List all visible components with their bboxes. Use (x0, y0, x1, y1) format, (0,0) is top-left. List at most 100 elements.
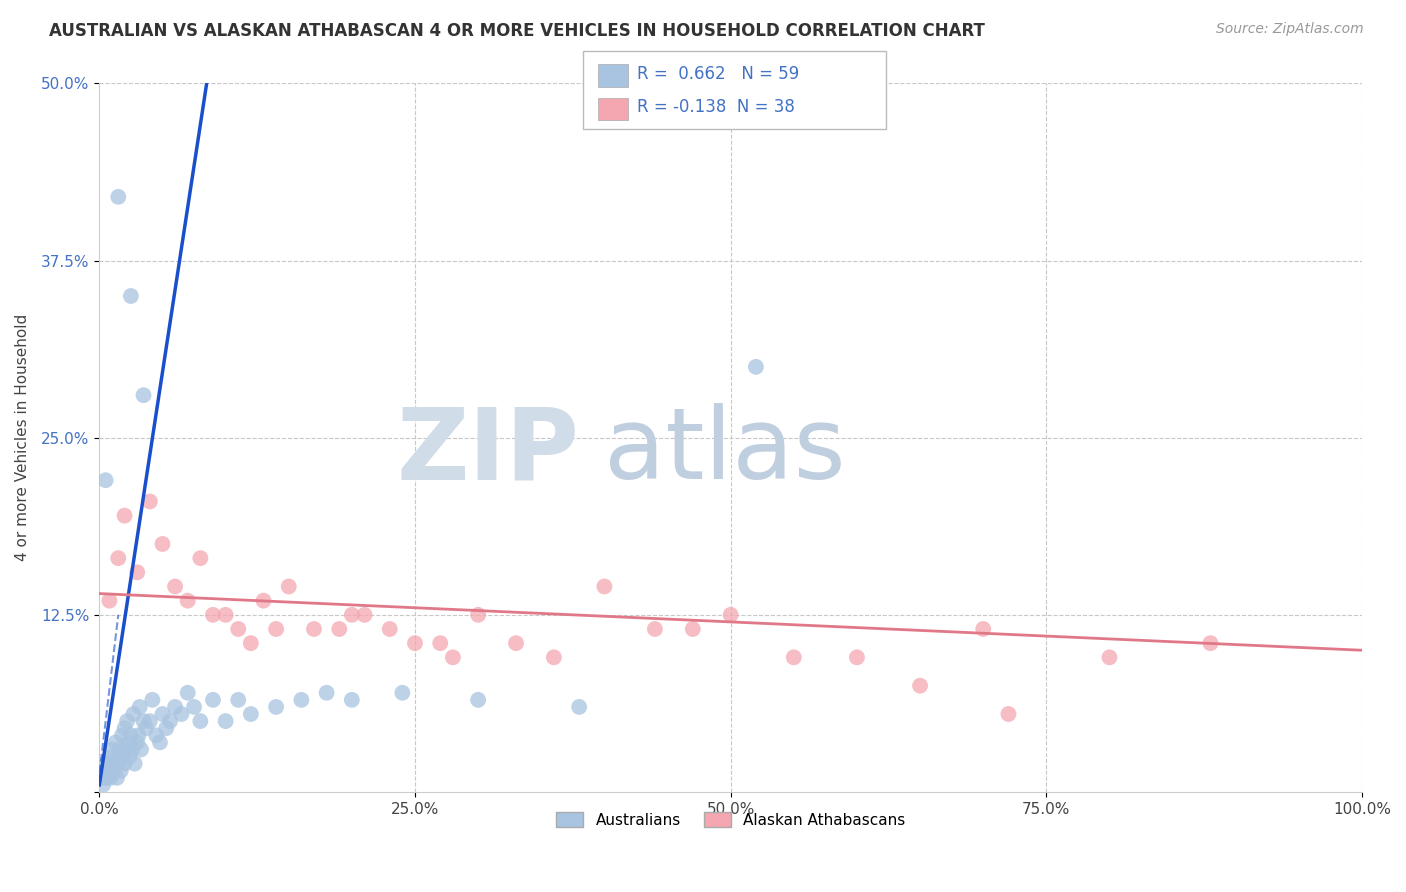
Point (1098, 650, 1121, 665)
Point (127, 735, 149, 749)
Point (165, 700, 187, 714)
Point (107, 756, 129, 771)
Point (593, 579, 616, 593)
Point (1199, 636, 1222, 650)
Point (141, 693, 163, 707)
Point (997, 706, 1019, 721)
Point (177, 593, 200, 607)
Point (112, 749, 135, 764)
Text: AUSTRALIAN VS ALASKAN ATHABASCAN 4 OR MORE VEHICLES IN HOUSEHOLD CORRELATION CHA: AUSTRALIAN VS ALASKAN ATHABASCAN 4 OR MO… (49, 22, 986, 40)
Point (108, 742, 131, 756)
Point (353, 607, 375, 622)
Point (165, 579, 187, 593)
Point (107, 551, 129, 566)
Point (302, 622, 325, 636)
Point (127, 728, 149, 742)
Point (378, 622, 401, 636)
Point (121, 742, 143, 756)
Point (94, 756, 117, 771)
Point (159, 714, 181, 728)
Point (149, 735, 172, 749)
Point (117, 735, 139, 749)
Text: atlas: atlas (605, 403, 846, 500)
Point (315, 686, 337, 700)
Point (201, 607, 224, 622)
Point (467, 607, 489, 622)
Point (188, 551, 211, 566)
Y-axis label: 4 or more Vehicles in Household: 4 or more Vehicles in Household (15, 314, 30, 561)
Text: ZIP: ZIP (396, 403, 579, 500)
Point (226, 693, 249, 707)
Point (277, 579, 299, 593)
Text: R =  0.662   N = 59: R = 0.662 N = 59 (637, 65, 799, 83)
Point (104, 735, 127, 749)
Point (132, 388, 155, 402)
Point (114, 721, 136, 735)
Point (783, 650, 806, 665)
Point (122, 706, 145, 721)
Point (720, 607, 742, 622)
Point (115, 714, 138, 728)
Point (908, 679, 931, 693)
Point (124, 756, 146, 771)
Point (139, 714, 162, 728)
Point (118, 749, 141, 764)
Point (98, 756, 121, 771)
Point (543, 650, 565, 665)
Point (103, 756, 125, 771)
Point (972, 622, 994, 636)
Point (404, 636, 426, 650)
Point (239, 636, 262, 650)
Point (214, 607, 236, 622)
Point (132, 714, 155, 728)
Point (177, 686, 200, 700)
Point (682, 622, 704, 636)
Point (252, 593, 274, 607)
Point (91, 778, 114, 792)
Point (264, 700, 287, 714)
Text: R = -0.138  N = 38: R = -0.138 N = 38 (637, 98, 794, 116)
Point (139, 494, 162, 508)
Point (264, 622, 287, 636)
Legend: Australians, Alaskan Athabascans: Australians, Alaskan Athabascans (550, 805, 911, 834)
Point (115, 742, 138, 756)
Point (170, 706, 193, 721)
Point (429, 636, 451, 650)
Point (100, 771, 122, 785)
Point (391, 686, 413, 700)
Point (128, 700, 150, 714)
Point (120, 728, 142, 742)
Point (98, 593, 121, 607)
Point (340, 607, 363, 622)
Point (97, 764, 120, 778)
Point (239, 706, 262, 721)
Point (845, 650, 868, 665)
Point (644, 622, 666, 636)
Point (94, 764, 117, 778)
Point (505, 636, 527, 650)
Point (101, 742, 124, 756)
Point (201, 693, 224, 707)
Point (568, 700, 591, 714)
Point (290, 693, 312, 707)
Point (183, 700, 205, 714)
Point (94, 473, 117, 487)
Point (214, 714, 236, 728)
Point (120, 289, 142, 303)
Point (152, 706, 174, 721)
Point (96, 771, 118, 785)
Point (745, 359, 768, 374)
Point (155, 721, 177, 735)
Point (129, 742, 152, 756)
Point (145, 728, 167, 742)
Point (188, 714, 211, 728)
Point (152, 537, 174, 551)
Point (127, 566, 149, 580)
Point (93, 771, 115, 785)
Point (107, 190, 129, 204)
Point (105, 771, 128, 785)
Point (103, 764, 125, 778)
Point (226, 622, 249, 636)
Point (111, 728, 134, 742)
Point (114, 508, 136, 523)
